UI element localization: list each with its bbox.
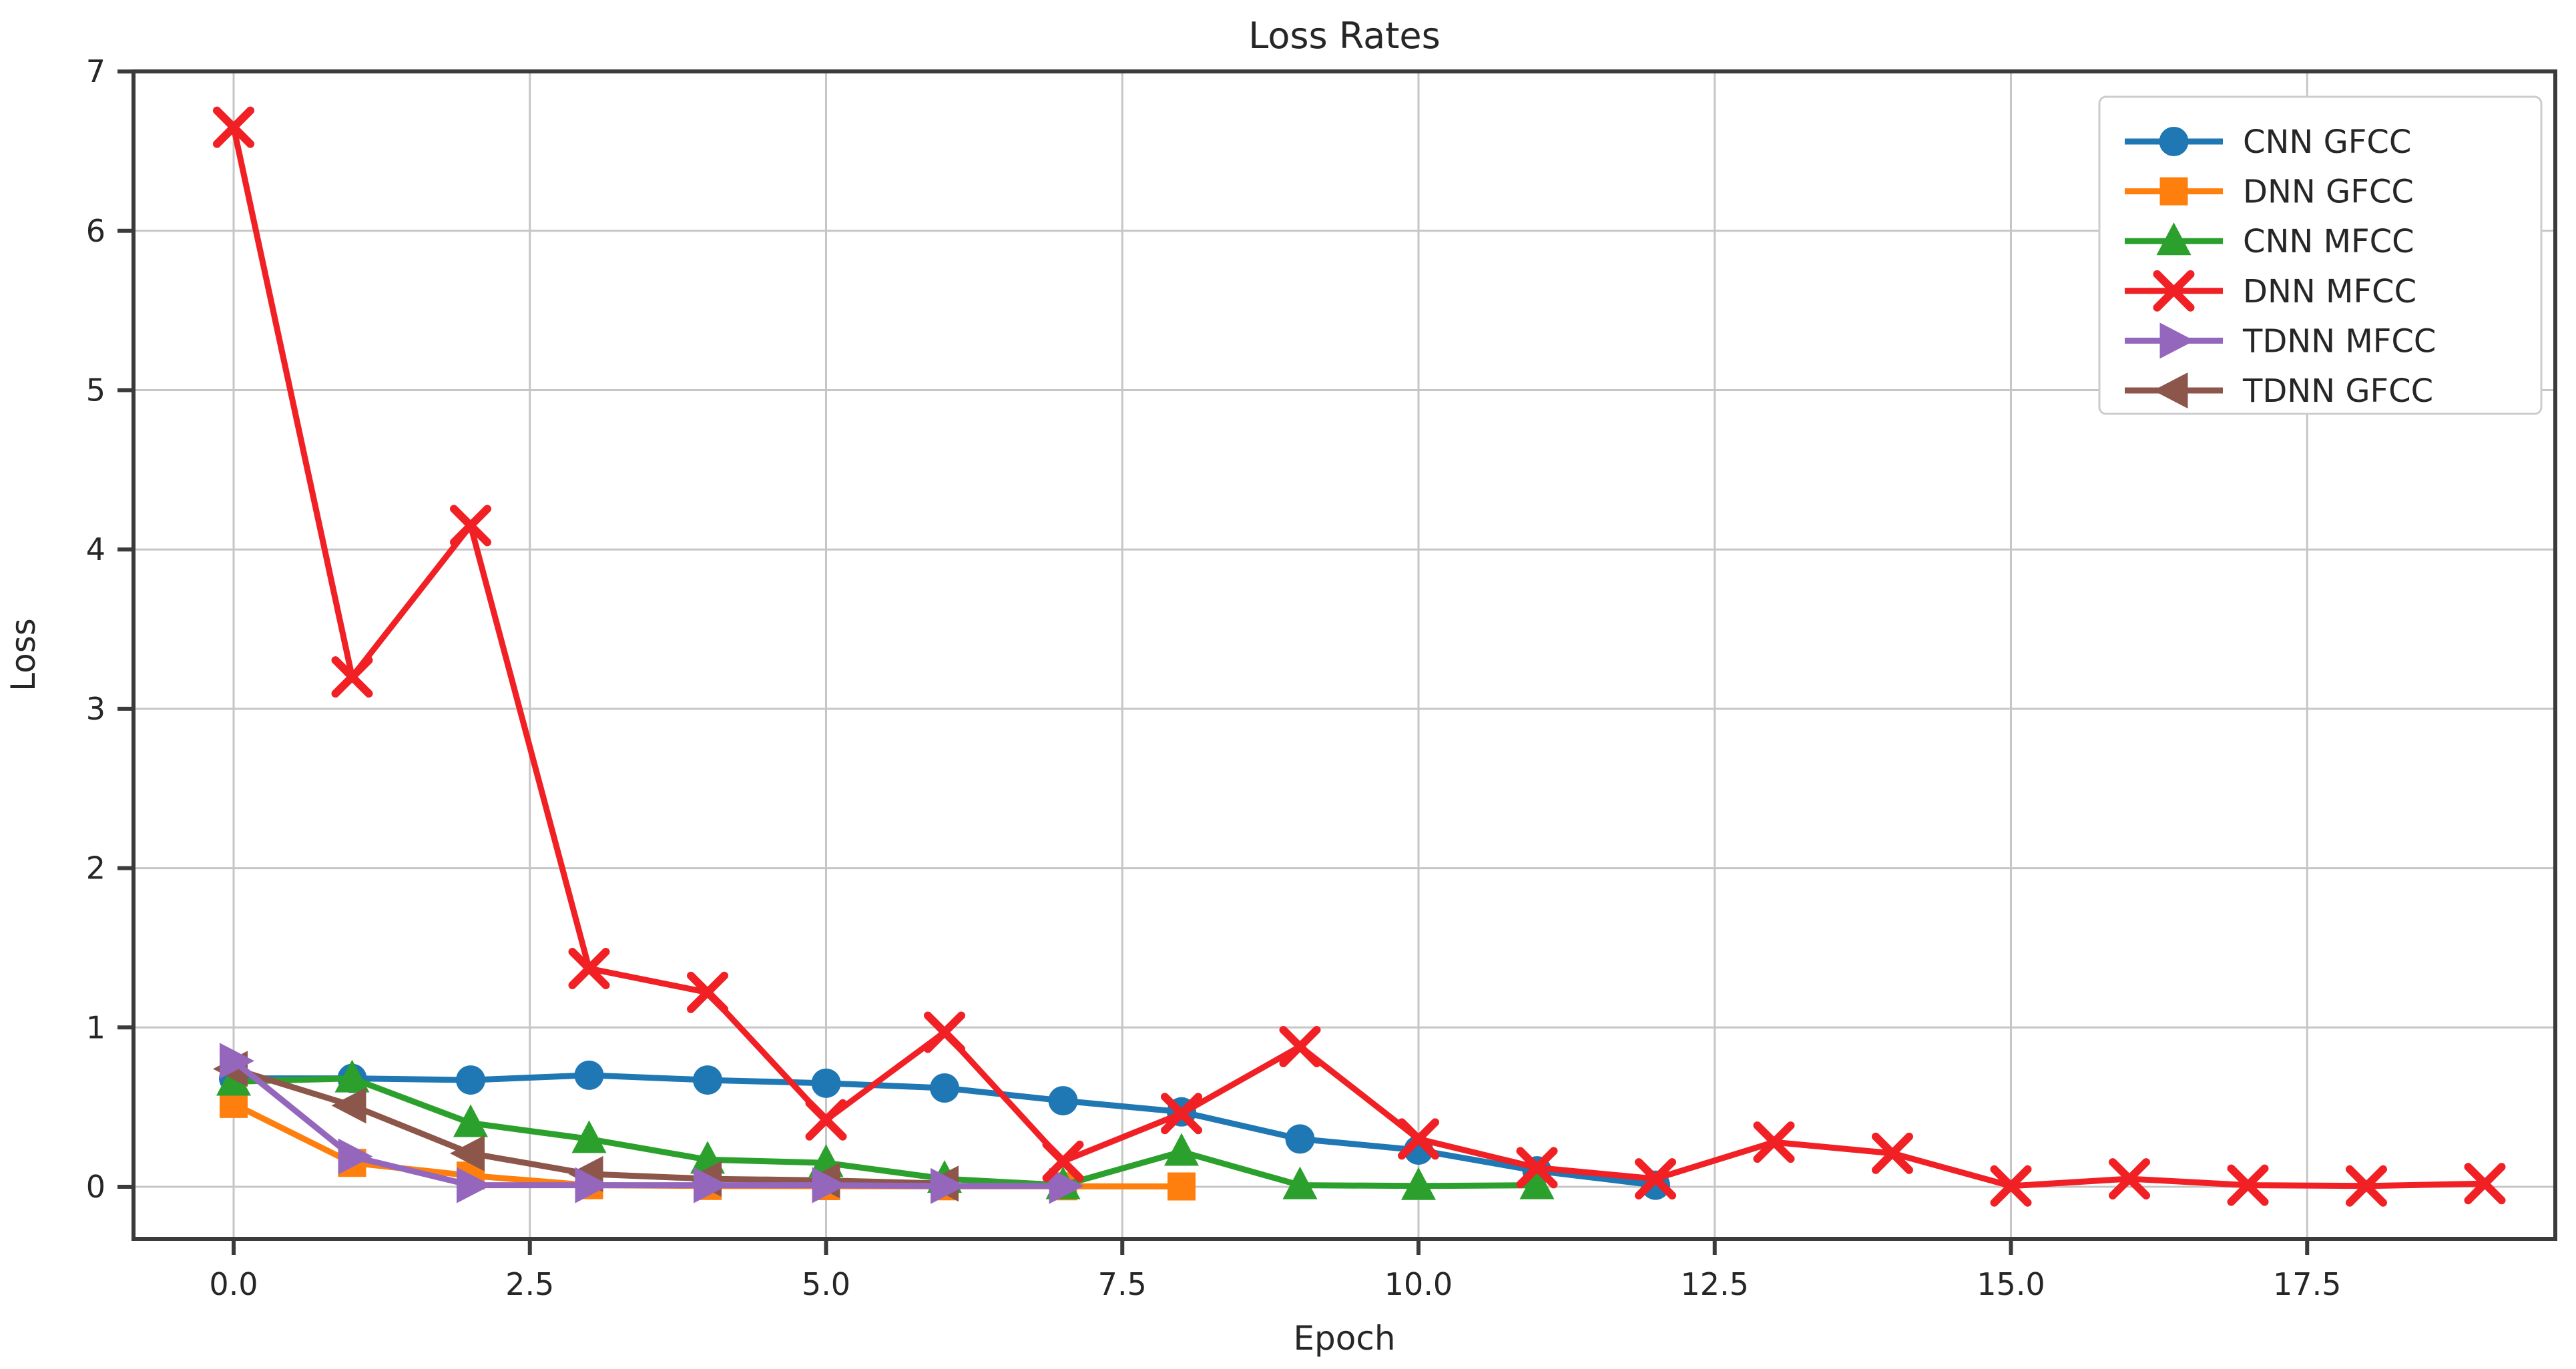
marker-x <box>1753 1121 1795 1163</box>
marker-triangle-up <box>1164 1133 1199 1166</box>
y-tick-label: 0 <box>86 1169 105 1205</box>
marker-x <box>1279 1025 1321 1067</box>
marker-triangle-up <box>334 1059 370 1093</box>
marker-square <box>2159 177 2188 206</box>
marker-triangle-left <box>2153 372 2188 408</box>
legend-rows: CNN GFCC DNN GFCC CNN MFCC DNN MFCC TDNN MFC… <box>2125 123 2436 410</box>
marker-triangle-right <box>457 1167 491 1203</box>
x-tick-label: 7.5 <box>1098 1266 1147 1302</box>
y-tick-label: 1 <box>86 1009 105 1045</box>
marker-x <box>2346 1165 2387 1207</box>
marker-x <box>1872 1132 1913 1174</box>
legend-box <box>2098 95 2543 415</box>
x-tick-label: 5.0 <box>802 1266 850 1302</box>
chart-title: Loss Rates <box>1248 15 1441 57</box>
marker-triangle-right <box>220 1043 254 1079</box>
x-tick-label: 17.5 <box>2273 1266 2341 1302</box>
marker-triangle-up <box>2156 222 2192 256</box>
tick-layer: 0.0 2.5 5.0 7.5 10.0 12.5 15.0 17.5 0 1 2 3 4 5 6 7 <box>86 53 2342 1302</box>
marker-triangle-right <box>575 1167 610 1203</box>
marker-x <box>1635 1158 1676 1200</box>
marker-circle <box>811 1068 841 1098</box>
marker-triangle-right <box>338 1138 373 1175</box>
marker-x <box>2153 270 2195 312</box>
marker-x <box>331 656 373 698</box>
marker-circle <box>930 1073 959 1103</box>
series-dnn-mfcc <box>213 106 2506 1207</box>
marker-square <box>1168 1172 1196 1201</box>
legend-label: TDNN MFCC <box>2242 322 2436 360</box>
marker-x <box>687 971 728 1013</box>
x-tick-label: 12.5 <box>1681 1266 1749 1302</box>
marker-x <box>1516 1147 1558 1189</box>
marker-x <box>2227 1164 2269 1206</box>
series-tdnn-mfcc <box>220 1043 1084 1204</box>
marker-triangle-up <box>1401 1167 1436 1200</box>
marker-circle <box>1048 1086 1078 1116</box>
x-axis-label: Epoch <box>1293 1319 1395 1358</box>
marker-triangle-right <box>2159 322 2195 359</box>
marker-x <box>924 1011 965 1053</box>
marker-triangle-left <box>450 1135 485 1171</box>
marker-triangle-up <box>1519 1166 1555 1199</box>
legend-item-cnn-gfcc: CNN GFCC <box>2125 123 2411 161</box>
marker-triangle-right <box>931 1167 965 1204</box>
marker-triangle-up <box>571 1120 607 1153</box>
legend-item-tdnn-mfcc: TDNN MFCC <box>2125 322 2436 360</box>
y-tick-label: 3 <box>86 691 105 727</box>
marker-x <box>1161 1093 1202 1135</box>
y-tick-label: 5 <box>86 372 105 408</box>
marker-x <box>1398 1118 1439 1160</box>
series-line-tdnn-mfcc <box>230 1057 1066 1189</box>
series-layer <box>213 106 2506 1207</box>
marker-triangle-left <box>331 1087 366 1124</box>
marker-circle <box>456 1065 485 1095</box>
marker-circle <box>2159 127 2189 156</box>
marker-circle <box>1285 1124 1315 1154</box>
legend-item-tdnn-gfcc: TDNN GFCC <box>2125 372 2433 410</box>
marker-circle <box>693 1065 722 1095</box>
y-tick-label: 4 <box>86 531 105 567</box>
legend-label: DNN GFCC <box>2243 174 2414 211</box>
legend-label: TDNN GFCC <box>2242 372 2433 410</box>
y-tick-label: 2 <box>86 850 105 886</box>
marker-x <box>213 106 254 148</box>
marker-x <box>1042 1140 1084 1182</box>
marker-triangle-right <box>1049 1167 1084 1204</box>
marker-x <box>2109 1158 2150 1200</box>
axes-spines <box>132 69 2557 1241</box>
legend-item-dnn-gfcc: DNN GFCC <box>2125 174 2414 211</box>
marker-triangle-up <box>1282 1166 1318 1199</box>
marker-x <box>1990 1165 2032 1207</box>
x-tick-label: 0.0 <box>209 1266 258 1302</box>
y-tick-label: 7 <box>86 53 105 89</box>
legend-label: CNN MFCC <box>2243 223 2414 260</box>
marker-x <box>805 1099 847 1141</box>
series-line-cnn-mfcc <box>230 1075 1540 1189</box>
marker-x <box>450 505 491 547</box>
marker-x <box>2464 1163 2506 1205</box>
legend-label: DNN MFCC <box>2243 273 2416 310</box>
legend-label: CNN GFCC <box>2243 123 2411 161</box>
x-tick-label: 2.5 <box>505 1266 554 1302</box>
marker-triangle-right <box>812 1167 847 1203</box>
legend: CNN GFCC DNN GFCC CNN MFCC DNN MFCC TDNN MFC… <box>2098 95 2543 415</box>
x-tick-label: 10.0 <box>1384 1266 1453 1302</box>
marker-circle <box>574 1060 604 1090</box>
marker-triangle-right <box>694 1167 728 1203</box>
marker-triangle-up <box>453 1104 488 1137</box>
marker-x <box>568 947 610 989</box>
legend-item-cnn-mfcc: CNN MFCC <box>2125 222 2414 260</box>
series-line-dnn-mfcc <box>230 124 2488 1189</box>
y-tick-label: 6 <box>86 213 105 249</box>
x-tick-label: 15.0 <box>1977 1266 2045 1302</box>
y-axis-label: Loss <box>4 618 43 692</box>
legend-item-dnn-mfcc: DNN MFCC <box>2125 270 2416 312</box>
